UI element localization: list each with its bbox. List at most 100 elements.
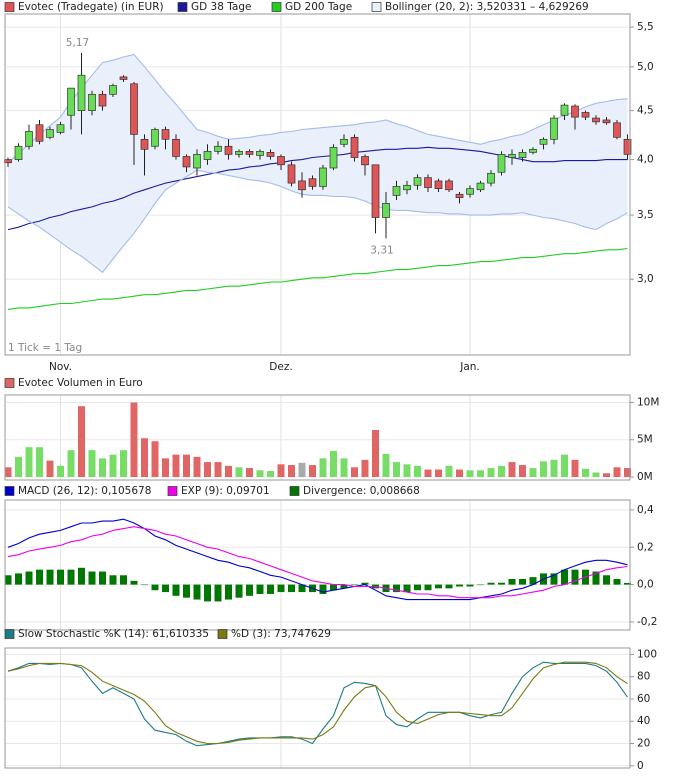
volume-bar (172, 454, 180, 477)
volume-bar (256, 470, 264, 477)
candle-body (445, 180, 453, 191)
indicator-line (7, 526, 628, 599)
histogram-bar (561, 569, 568, 585)
volume-bar (519, 465, 526, 477)
candle-body (518, 152, 527, 158)
histogram-bar (162, 584, 169, 593)
volume-bar (382, 453, 390, 477)
histogram-bar (25, 571, 33, 585)
x-tick-label: Dez. (269, 361, 292, 373)
candle-body (56, 124, 65, 133)
volume-bar (550, 459, 558, 477)
volume-bar (487, 468, 495, 477)
volume-bar (508, 462, 516, 477)
histogram-bar (487, 582, 495, 585)
volume-bar (393, 462, 400, 477)
volume-bar (561, 454, 568, 477)
indicator-line (7, 661, 628, 745)
volume-bar (340, 458, 348, 477)
y-tick-label: 5M (637, 434, 653, 446)
histogram-bar (456, 584, 463, 587)
candle-body (382, 203, 390, 218)
histogram-bar (130, 580, 138, 585)
candle-body (203, 151, 212, 160)
candle-body (172, 138, 180, 157)
volume-bar (466, 470, 474, 477)
histogram-bar (414, 584, 421, 591)
histogram-bar (592, 571, 600, 585)
volume-bar (372, 430, 379, 477)
candle-body (476, 182, 485, 191)
legend-swatch (289, 486, 300, 496)
y-tick-label: 10M (637, 396, 659, 408)
volume-bar (351, 467, 358, 477)
histogram-bar (435, 584, 442, 589)
candle-body (413, 177, 422, 186)
candle-body (140, 138, 149, 150)
candle-body (266, 152, 275, 157)
histogram-bar (361, 582, 369, 585)
volume-bar (330, 450, 337, 477)
volume-bar (193, 456, 201, 477)
legend-swatch (271, 2, 282, 12)
volume-bar (582, 468, 589, 477)
candle-body (403, 184, 411, 191)
volume-bar (120, 450, 127, 477)
volume-bar (25, 447, 33, 477)
candle-body (529, 148, 537, 153)
histogram-bar (288, 584, 295, 593)
histogram-bar (319, 584, 327, 594)
candle-body (550, 117, 558, 140)
candle-body (571, 105, 579, 118)
footnote: 1 Tick = 1 Tag (8, 342, 82, 354)
legend-label: Evotec Volumen in Euro (18, 377, 143, 389)
histogram-bar (603, 575, 610, 585)
x-tick-label: Jan. (459, 361, 480, 373)
candle-body (497, 154, 506, 173)
candle-body (298, 180, 306, 191)
panel-frame (4, 394, 631, 481)
volume-bar (151, 441, 159, 477)
candle-body (392, 186, 401, 196)
y-tick-label: 3,5 (637, 209, 654, 221)
volume-bar (57, 465, 64, 477)
candle-body (455, 193, 464, 199)
candle-body (119, 76, 128, 80)
histogram-bar (120, 575, 127, 585)
histogram-bar (550, 573, 558, 585)
candle-body (151, 129, 159, 147)
y-tick-label: 80 (637, 671, 650, 683)
candle-body (361, 156, 369, 166)
y-tick-label: 60 (637, 693, 650, 705)
volume-bar (225, 465, 232, 477)
legend-swatch (4, 629, 15, 639)
candle-body (329, 146, 338, 169)
volume-bar (613, 467, 621, 477)
legend-label: %D (3): 73,747629 (231, 628, 331, 640)
volume-bar (46, 460, 54, 477)
volume-bar (414, 465, 421, 477)
volume-bar (246, 468, 253, 477)
candle-body (287, 164, 296, 184)
indicator-line (7, 661, 628, 747)
candle-body (539, 138, 548, 145)
histogram-bar (172, 584, 180, 596)
volume-bar (130, 402, 138, 477)
histogram-bar (141, 584, 148, 586)
candle-body (67, 87, 75, 116)
candle-body (623, 138, 632, 155)
candle-body (581, 112, 590, 118)
legend-label: EXP (9): 0,09701 (181, 485, 270, 497)
panel-frame (4, 13, 631, 356)
y-tick-label: 0M (637, 471, 653, 483)
candle-body (161, 129, 170, 140)
histogram-bar (477, 584, 484, 586)
candle-body (245, 151, 254, 155)
histogram-bar (466, 584, 474, 587)
legend-label: MACD (26, 12): 0,105678 (18, 485, 151, 497)
legend-swatch (371, 2, 382, 12)
y-tick-label: 0 (637, 760, 644, 772)
candle-body (613, 122, 621, 138)
legend-swatch (4, 2, 15, 12)
